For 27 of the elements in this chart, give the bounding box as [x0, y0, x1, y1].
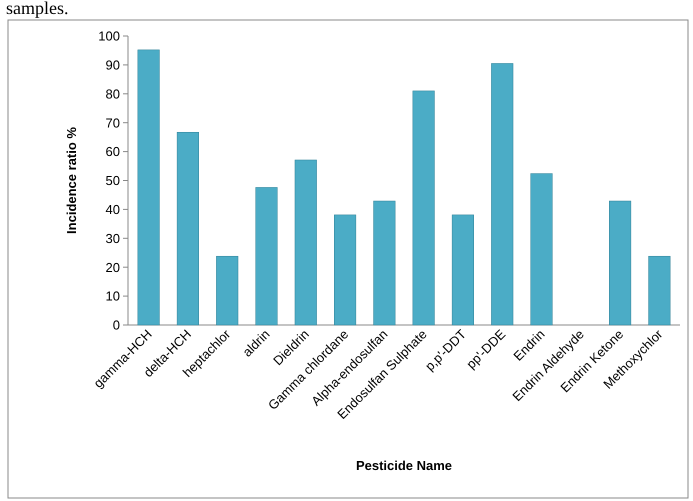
y-tick-label: 70 — [106, 115, 120, 130]
bar — [373, 200, 396, 326]
bar — [294, 160, 317, 326]
x-axis-title: Pesticide Name — [356, 458, 452, 473]
y-tick-label: 10 — [106, 288, 120, 304]
y-tick-label: 80 — [106, 86, 120, 102]
bar — [334, 214, 356, 326]
bar — [255, 187, 278, 326]
y-tick-label: 30 — [106, 230, 120, 246]
bar — [138, 50, 160, 326]
y-tick-label: 50 — [106, 173, 120, 188]
y-tick-label: 40 — [106, 202, 120, 217]
bar — [648, 256, 670, 326]
bar — [176, 132, 199, 326]
y-tick-label: 60 — [106, 144, 120, 160]
bar — [609, 200, 632, 326]
bar — [491, 63, 514, 326]
bar — [412, 90, 435, 326]
y-axis-title: Incidence ratio % — [64, 126, 79, 234]
y-tick-label: 100 — [98, 28, 120, 44]
y-tick-label: 90 — [106, 57, 120, 72]
y-tick-label: 0 — [112, 318, 120, 333]
text: samples. — [6, 0, 68, 18]
y-tick-label: 20 — [106, 260, 120, 275]
bar — [452, 214, 474, 326]
bar — [216, 256, 238, 326]
bar — [530, 173, 553, 326]
